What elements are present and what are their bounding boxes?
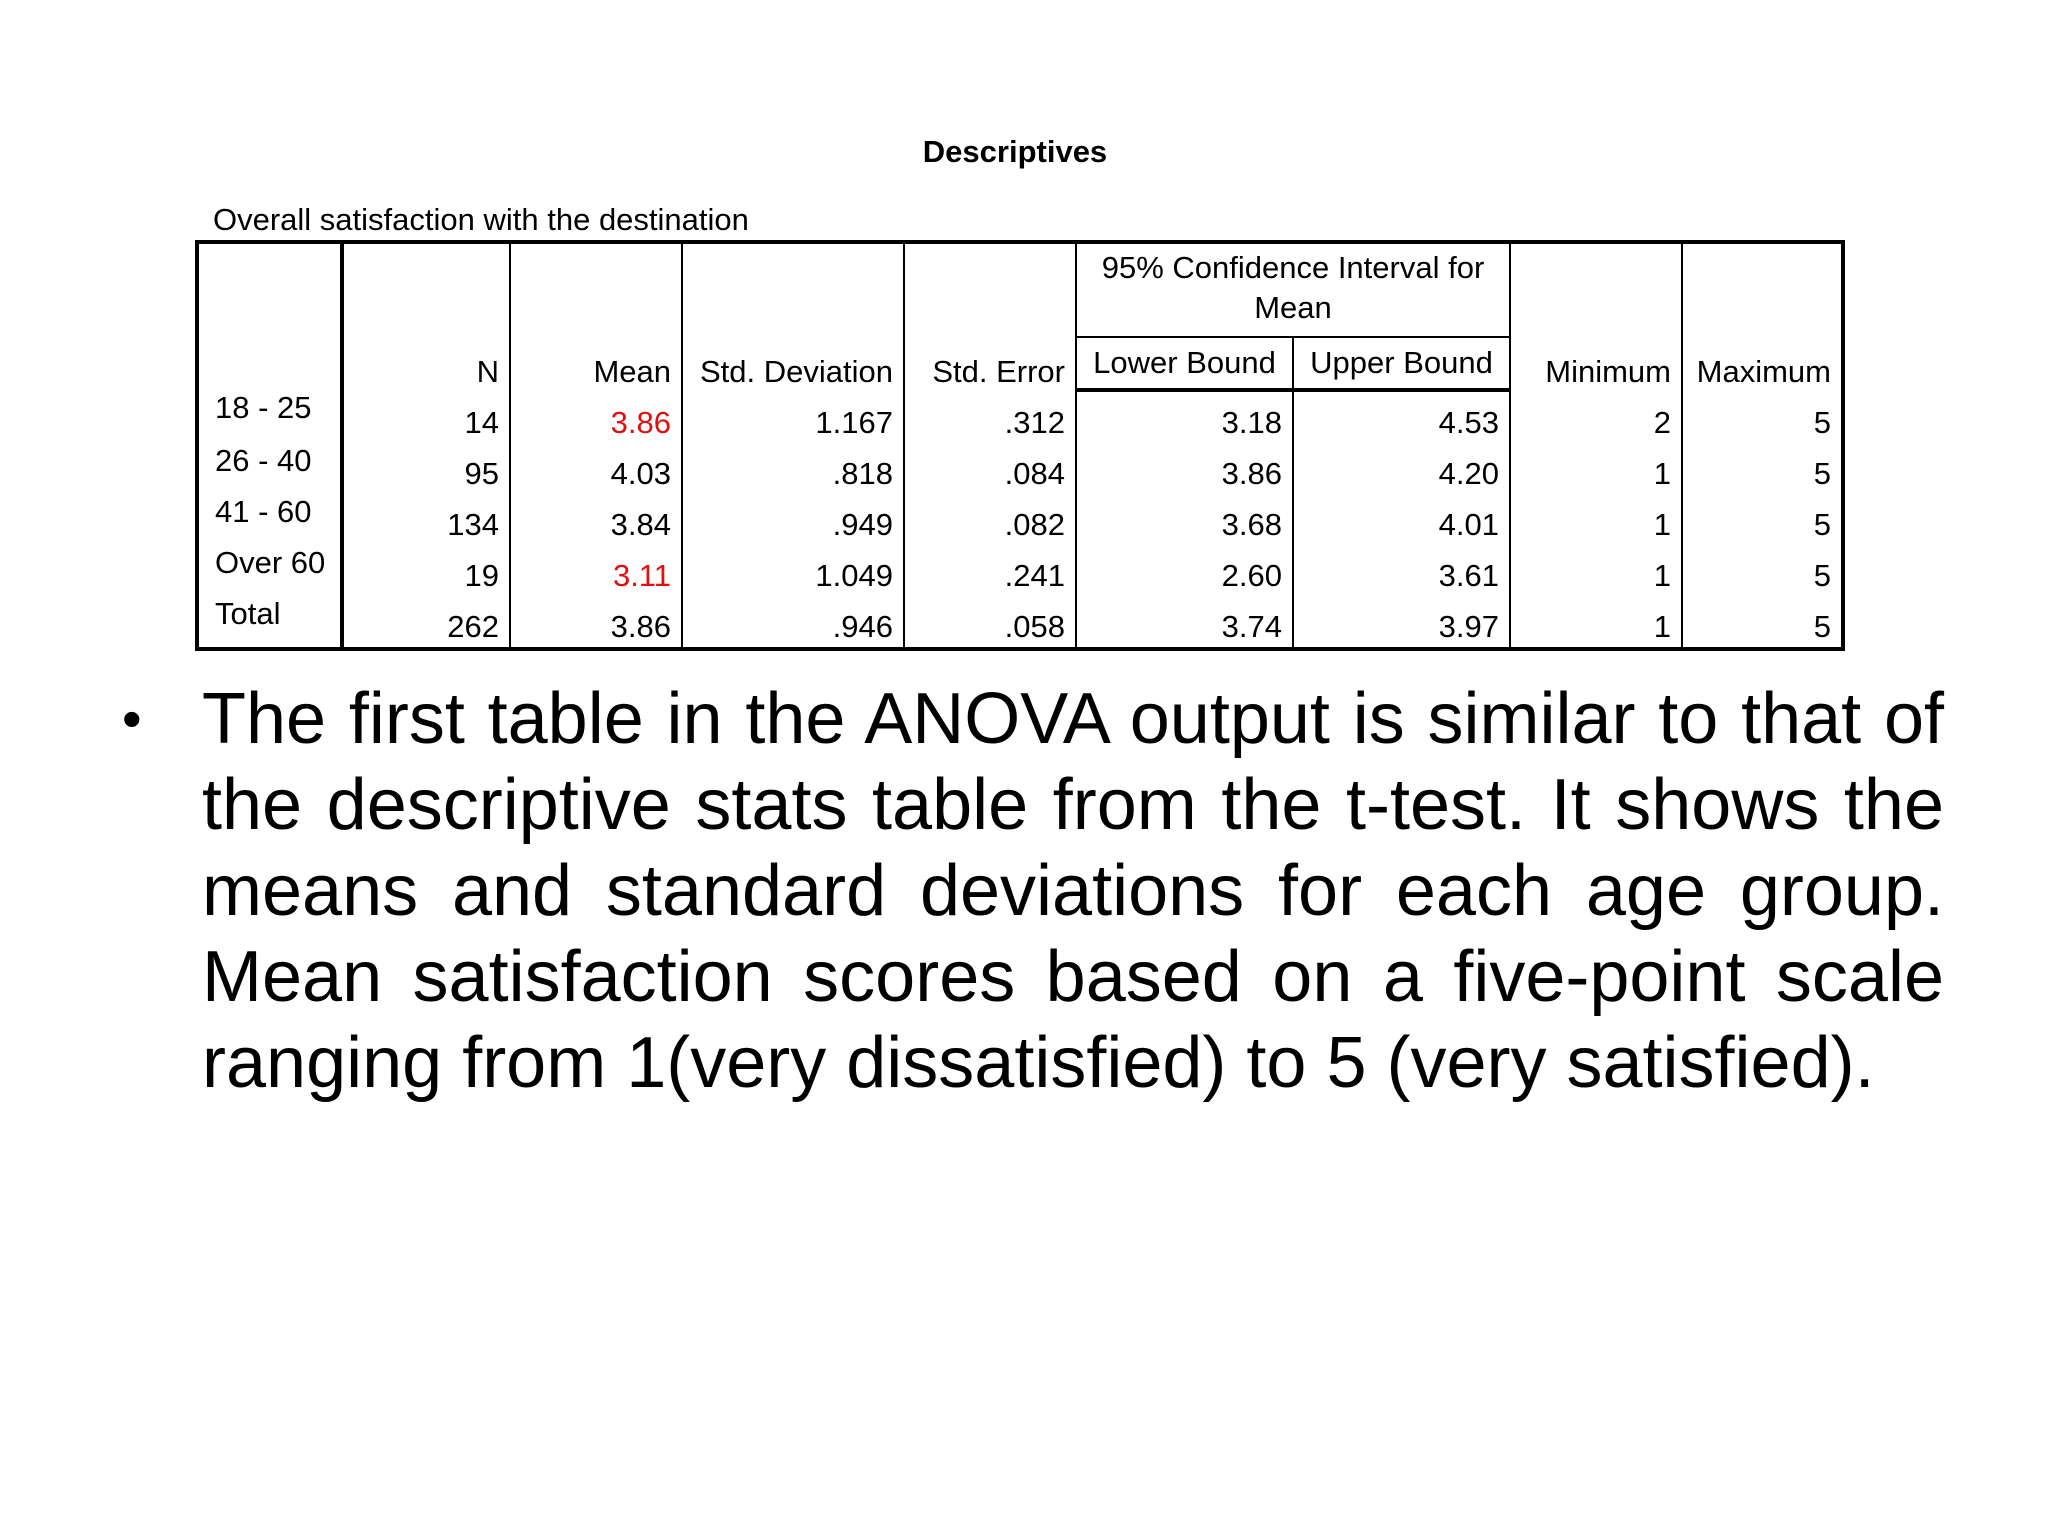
- cell-se: .312: [903, 390, 1077, 443]
- cell-n: 262: [341, 596, 511, 651]
- cell-n: 14: [341, 390, 511, 443]
- cell-min: 1: [1509, 494, 1683, 545]
- bullet-text: The first table in the ANOVA output is s…: [202, 679, 1944, 1103]
- cell-n: 19: [341, 545, 511, 596]
- row-label: 26 - 40: [195, 443, 344, 494]
- bullet-marker: •: [122, 687, 142, 750]
- cell-se: .084: [903, 443, 1077, 494]
- cell-min: 1: [1509, 443, 1683, 494]
- row-label: 41 - 60: [195, 494, 344, 545]
- cell-max: 5: [1681, 596, 1845, 651]
- cell-lower: 3.18: [1075, 390, 1294, 443]
- row-label: Total: [195, 596, 344, 651]
- cell-mean: 3.86: [509, 390, 683, 443]
- header-minimum: Minimum: [1509, 240, 1683, 390]
- cell-upper: 3.61: [1292, 545, 1511, 596]
- corner-cell: [195, 240, 344, 390]
- cell-min: 1: [1509, 596, 1683, 651]
- cell-se: .058: [903, 596, 1077, 651]
- cell-max: 5: [1681, 545, 1845, 596]
- cell-min: 2: [1509, 390, 1683, 443]
- header-lower-bound: Lower Bound: [1075, 337, 1294, 392]
- row-label: Over 60: [195, 545, 344, 596]
- header-ci-group: 95% Confidence Interval for Mean: [1075, 240, 1511, 338]
- cell-mean: 3.86: [509, 596, 683, 651]
- table-row: Over 60 19 3.11 1.049 .241 2.60 3.61 1 5: [195, 545, 1845, 596]
- cell-n: 95: [341, 443, 511, 494]
- header-upper-bound: Upper Bound: [1292, 337, 1511, 392]
- header-std-error: Std. Error: [903, 240, 1077, 390]
- cell-min: 1: [1509, 545, 1683, 596]
- cell-upper: 4.20: [1292, 443, 1511, 494]
- cell-se: .241: [903, 545, 1077, 596]
- cell-max: 5: [1681, 443, 1845, 494]
- table-row: Total 262 3.86 .946 .058 3.74 3.97 1 5: [195, 596, 1845, 651]
- header-mean: Mean: [509, 240, 683, 390]
- header-std-deviation: Std. Deviation: [681, 240, 905, 390]
- cell-mean: 4.03: [509, 443, 683, 494]
- cell-upper: 3.97: [1292, 596, 1511, 651]
- header-ci-group-text: 95% Confidence Interval for Mean: [1101, 250, 1485, 325]
- table-row: 41 - 60 134 3.84 .949 .082 3.68 4.01 1 5: [195, 494, 1845, 545]
- cell-max: 5: [1681, 390, 1845, 443]
- cell-sd: .946: [681, 596, 905, 651]
- cell-sd: .818: [681, 443, 905, 494]
- cell-n: 134: [341, 494, 511, 545]
- cell-mean: 3.11: [509, 545, 683, 596]
- cell-sd: 1.049: [681, 545, 905, 596]
- header-maximum: Maximum: [1681, 240, 1845, 390]
- header-n: N: [341, 240, 511, 390]
- table-caption: Overall satisfaction with the destinatio…: [213, 202, 749, 237]
- descriptives-table: N Mean Std. Deviation Std. Error 95% Con…: [195, 240, 1845, 651]
- cell-upper: 4.01: [1292, 494, 1511, 545]
- table-row: 18 - 25 14 3.86 1.167 .312 3.18 4.53 2 5: [195, 390, 1845, 443]
- cell-max: 5: [1681, 494, 1845, 545]
- cell-mean: 3.84: [509, 494, 683, 545]
- cell-lower: 3.68: [1075, 494, 1294, 545]
- table-row: 26 - 40 95 4.03 .818 .084 3.86 4.20 1 5: [195, 443, 1845, 494]
- cell-sd: 1.167: [681, 390, 905, 443]
- cell-lower: 3.74: [1075, 596, 1294, 651]
- cell-upper: 4.53: [1292, 390, 1511, 443]
- row-label: 18 - 25: [195, 390, 344, 443]
- cell-sd: .949: [681, 494, 905, 545]
- cell-se: .082: [903, 494, 1077, 545]
- table-title: Descriptives: [922, 134, 1108, 169]
- cell-lower: 3.86: [1075, 443, 1294, 494]
- cell-lower: 2.60: [1075, 545, 1294, 596]
